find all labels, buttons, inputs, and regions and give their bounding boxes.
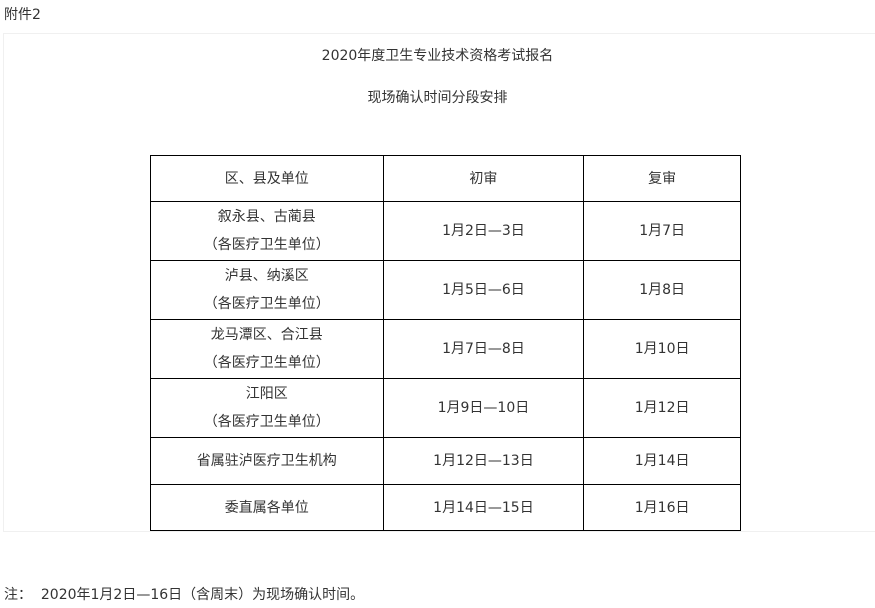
unit-sub: （各医疗卫生单位） [203, 237, 330, 253]
footnote: 注： 2020年1月2日—16日（含周末）为现场确认时间。 [4, 587, 365, 603]
second-review-cell: 1月16日 [583, 484, 741, 531]
unit-cell: 泸县、纳溪区 （各医疗卫生单位） [150, 260, 384, 320]
unit-sub: （各医疗卫生单位） [203, 355, 330, 371]
first-review-cell: 1月14日—15日 [382, 484, 585, 531]
first-review-cell: 1月12日—13日 [382, 437, 585, 485]
second-review-cell: 1月10日 [583, 319, 741, 379]
first-review-cell: 1月2日—3日 [382, 201, 585, 261]
first-review-cell: 1月5日—6日 [382, 260, 585, 320]
unit-cell: 江阳区 （各医疗卫生单位） [150, 378, 384, 438]
first-review-cell: 1月9日—10日 [382, 378, 585, 438]
content-box [3, 33, 875, 532]
schedule-table: 区、县及单位 初审 复审 叙永县、古蔺县 （各医疗卫生单位） 1月2日—3日 1月… [150, 155, 741, 531]
second-review-cell: 1月12日 [583, 378, 741, 438]
unit-sub: （各医疗卫生单位） [203, 296, 330, 312]
attachment-label: 附件2 [4, 7, 41, 23]
unit-name: 泸县、纳溪区 [224, 268, 309, 284]
title-line-2: 现场确认时间分段安排 [367, 90, 508, 106]
unit-sub: （各医疗卫生单位） [203, 414, 330, 430]
unit-name: 龙马潭区、合江县 [210, 327, 323, 343]
table-row: 江阳区 （各医疗卫生单位） 1月9日—10日 1月12日 [150, 378, 741, 438]
table-row: 龙马潭区、合江县 （各医疗卫生单位） 1月7日—8日 1月10日 [150, 319, 741, 379]
unit-name: 江阳区 [245, 386, 288, 402]
unit-cell: 委直属各单位 [150, 484, 384, 531]
header-second-review: 复审 [583, 155, 741, 202]
table-header-row: 区、县及单位 初审 复审 [150, 155, 741, 202]
table-row: 省属驻泸医疗卫生机构 1月12日—13日 1月14日 [150, 437, 741, 485]
second-review-cell: 1月8日 [583, 260, 741, 320]
unit-cell: 省属驻泸医疗卫生机构 [150, 437, 384, 485]
unit-name: 叙永县、古蔺县 [217, 209, 316, 225]
table-row: 叙永县、古蔺县 （各医疗卫生单位） 1月2日—3日 1月7日 [150, 201, 741, 261]
unit-cell: 叙永县、古蔺县 （各医疗卫生单位） [150, 201, 384, 261]
second-review-cell: 1月7日 [583, 201, 741, 261]
table-row: 泸县、纳溪区 （各医疗卫生单位） 1月5日—6日 1月8日 [150, 260, 741, 320]
title-line-1: 2020年度卫生专业技术资格考试报名 [321, 48, 554, 64]
header-unit: 区、县及单位 [150, 155, 384, 202]
header-first-review: 初审 [382, 155, 585, 202]
table-row: 委直属各单位 1月14日—15日 1月16日 [150, 484, 741, 531]
second-review-cell: 1月14日 [583, 437, 741, 485]
first-review-cell: 1月7日—8日 [382, 319, 585, 379]
unit-cell: 龙马潭区、合江县 （各医疗卫生单位） [150, 319, 384, 379]
